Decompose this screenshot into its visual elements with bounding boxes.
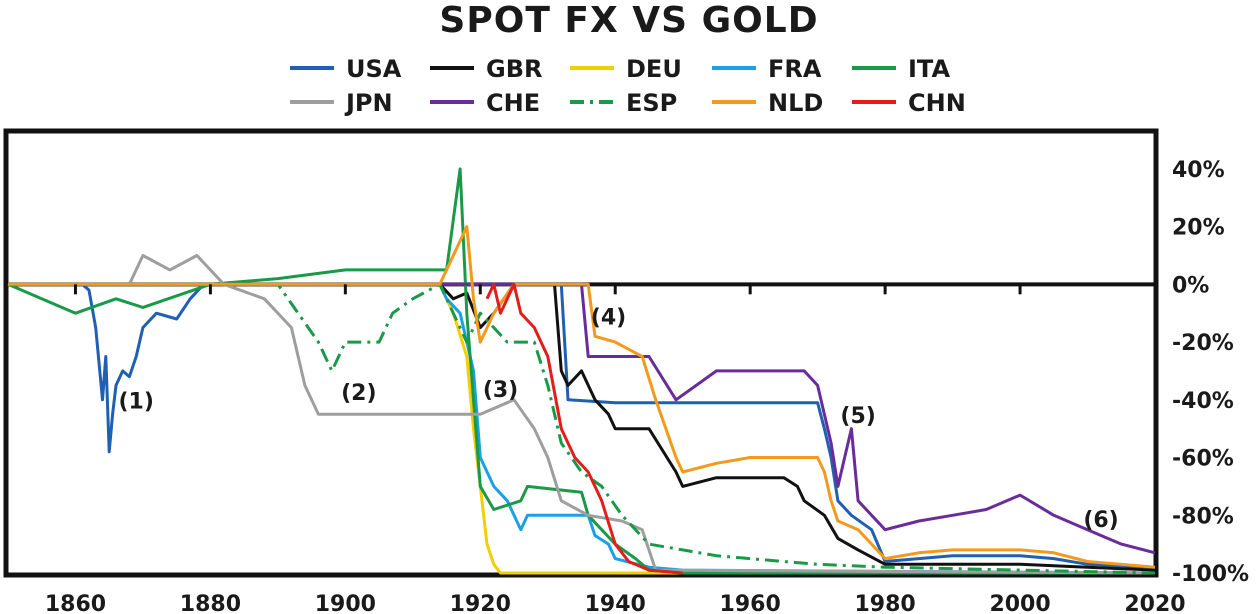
y-tick-label: 0%: [1172, 273, 1209, 298]
legend-item-nld: NLD: [712, 89, 823, 117]
annotation-label: (4): [591, 306, 626, 331]
x-tick-label: 1920: [450, 592, 511, 614]
legend-item-chn: CHN: [852, 89, 966, 117]
x-tick-label: 1940: [585, 592, 646, 614]
series-line-nld: [8, 225, 1156, 569]
series-line-fra: [8, 282, 1156, 575]
y-tick-label: -80%: [1172, 504, 1234, 529]
legend-item-esp: ESP: [570, 89, 677, 117]
legend-item-jpn: JPN: [290, 89, 393, 117]
annotation-label: (2): [341, 381, 376, 406]
legend-label: CHN: [908, 89, 966, 117]
legend-label: FRA: [768, 55, 822, 83]
legend-label: NLD: [768, 89, 823, 117]
x-tick-label: 2020: [1124, 592, 1185, 614]
annotation-label: (6): [1083, 508, 1118, 533]
legend: USA GBR DEU FRA ITA JPN CHE ESP NLD CHN: [290, 55, 966, 117]
legend-label: CHE: [486, 89, 540, 117]
legend-label: ITA: [908, 55, 950, 83]
y-tick-label: -40%: [1172, 389, 1234, 414]
legend-item-fra: FRA: [712, 55, 822, 83]
y-tick-label: 40%: [1172, 158, 1225, 183]
plot-frame: [3, 128, 1159, 578]
x-tick-label: 1860: [45, 592, 106, 614]
legend-label: USA: [346, 55, 402, 83]
series-line-ita: [7, 167, 1155, 575]
series-line-chn: [485, 282, 683, 575]
y-tick-label: -20%: [1172, 331, 1234, 356]
series-layer: [7, 167, 1156, 575]
legend-item-deu: DEU: [570, 55, 682, 83]
x-tick-label: 1880: [180, 592, 241, 614]
annotation-label: (5): [840, 404, 875, 429]
series-line-esp: [8, 282, 1156, 575]
axis-layer: 1860 1880 1900 1920 1940 1960 1980 2000 2020 40% 2…: [45, 158, 1249, 614]
series-line-che: [8, 282, 1156, 555]
legend-item-che: CHE: [430, 89, 540, 117]
legend-item-ita: ITA: [852, 55, 950, 83]
series-line-jpn: [8, 254, 1156, 575]
x-tick-label: 2000: [989, 592, 1050, 614]
chart-title: SPOT FX VS GOLD: [439, 0, 819, 41]
y-tick-label: -60%: [1172, 447, 1234, 472]
legend-label: ESP: [626, 89, 677, 117]
legend-label: JPN: [344, 89, 393, 117]
y-tick-label: -100%: [1172, 562, 1249, 587]
x-tick-label: 1980: [855, 592, 916, 614]
annotation-layer: (1) (2) (3) (4) (5) (6): [118, 306, 1118, 533]
annotation-label: (3): [483, 378, 518, 403]
legend-item-usa: USA: [290, 55, 402, 83]
legend-label: DEU: [626, 55, 682, 83]
legend-label: GBR: [486, 55, 542, 83]
legend-item-gbr: GBR: [430, 55, 542, 83]
y-tick-label: 20%: [1172, 216, 1225, 241]
annotation-label: (1): [118, 389, 153, 414]
x-tick-label: 1900: [315, 592, 376, 614]
x-tick-label: 1960: [720, 592, 781, 614]
